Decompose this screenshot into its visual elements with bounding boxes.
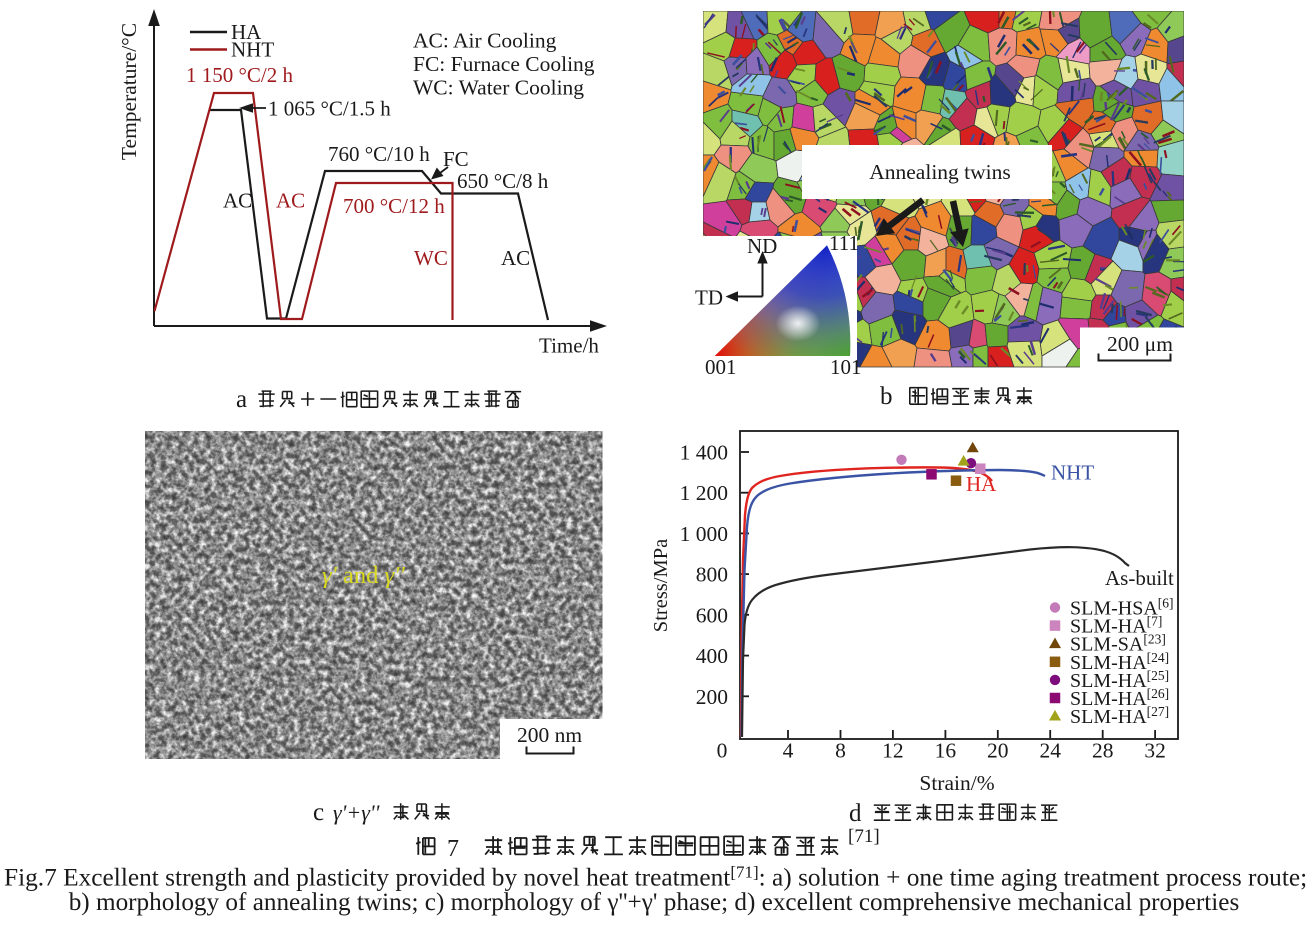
svg-text:NHT: NHT (231, 37, 274, 61)
svg-text:600: 600 (696, 603, 728, 627)
svg-text:AC: Air Cooling: AC: Air Cooling (413, 29, 557, 53)
svg-text:800: 800 (696, 563, 728, 587)
svg-text:[71]: [71] (848, 826, 880, 847)
svg-text:c: c (313, 799, 324, 826)
svg-text:111: 111 (829, 231, 859, 255)
svg-text:SLM-SA[23]: SLM-SA[23] (1070, 632, 1166, 656)
svg-text:HA: HA (231, 20, 262, 44)
svg-text:1 400: 1 400 (680, 441, 728, 465)
svg-text:200: 200 (696, 685, 728, 709)
svg-text:d: d (849, 800, 862, 827)
svg-text:WC: Water Cooling: WC: Water Cooling (413, 76, 584, 100)
svg-text:650 °C/8 h: 650 °C/8 h (457, 169, 549, 193)
svg-text:Strain/%: Strain/% (919, 771, 994, 795)
svg-text:AC: AC (223, 189, 252, 213)
svg-text:1 000: 1 000 (680, 522, 728, 546)
svg-text:SLM-HSA[6]: SLM-HSA[6] (1070, 596, 1174, 620)
svg-text:16: 16 (935, 739, 957, 763)
svg-text:0: 0 (717, 739, 728, 763)
svg-text:101: 101 (830, 355, 862, 379)
svg-text:Fig.7 Excellent strength and p: Fig.7 Excellent strength and plasticity … (4, 863, 1307, 892)
svg-text:32: 32 (1144, 739, 1166, 763)
svg-text:γ'+γ'': γ'+γ'' (333, 800, 380, 825)
svg-text:Time/h: Time/h (539, 334, 599, 358)
svg-text:AC: AC (276, 189, 305, 213)
svg-text:WC: WC (414, 246, 448, 270)
svg-text:SLM-HA[26]: SLM-HA[26] (1070, 686, 1169, 710)
svg-text:12: 12 (882, 739, 904, 763)
svg-text:FC: Furnace Cooling: FC: Furnace Cooling (413, 52, 595, 76)
svg-text:400: 400 (696, 644, 728, 668)
svg-text:Stress/MPa: Stress/MPa (650, 539, 672, 632)
svg-text:As-built: As-built (1105, 566, 1174, 590)
svg-text:1 150 °C/2 h: 1 150 °C/2 h (186, 63, 293, 87)
svg-text:1 200: 1 200 (680, 481, 728, 505)
svg-text:200 nm: 200 nm (517, 723, 582, 747)
svg-text:SLM-HA[7]: SLM-HA[7] (1070, 614, 1162, 638)
svg-text:700 °C/12 h: 700 °C/12 h (343, 194, 445, 218)
svg-text:NHT: NHT (1051, 461, 1094, 485)
svg-text:TD: TD (695, 286, 723, 310)
svg-text:24: 24 (1039, 739, 1061, 763)
svg-text:4: 4 (783, 739, 794, 763)
svg-text:20: 20 (987, 739, 1009, 763)
svg-text:1 065 °C/1.5 h: 1 065 °C/1.5 h (268, 97, 391, 121)
svg-text:b) morphology of annealing twi: b) morphology of annealing twins; c) mor… (69, 889, 1240, 916)
svg-text:28: 28 (1092, 739, 1114, 763)
svg-text:SLM-HA[27]: SLM-HA[27] (1070, 704, 1169, 728)
svg-text:Temperature/°C: Temperature/°C (117, 23, 141, 160)
svg-text:7: 7 (447, 836, 459, 862)
svg-text:Annealing twins: Annealing twins (869, 160, 1011, 184)
svg-text:200 μm: 200 μm (1107, 332, 1173, 356)
svg-text:γ' and γ'': γ' and γ'' (322, 562, 405, 589)
svg-text:b: b (880, 383, 893, 410)
svg-text:8: 8 (835, 739, 846, 763)
svg-text:a: a (236, 386, 247, 413)
svg-text:760 °C/10 h: 760 °C/10 h (328, 142, 430, 166)
svg-text:AC: AC (501, 246, 530, 270)
svg-text:001: 001 (705, 355, 737, 379)
svg-text:HA: HA (966, 472, 997, 496)
